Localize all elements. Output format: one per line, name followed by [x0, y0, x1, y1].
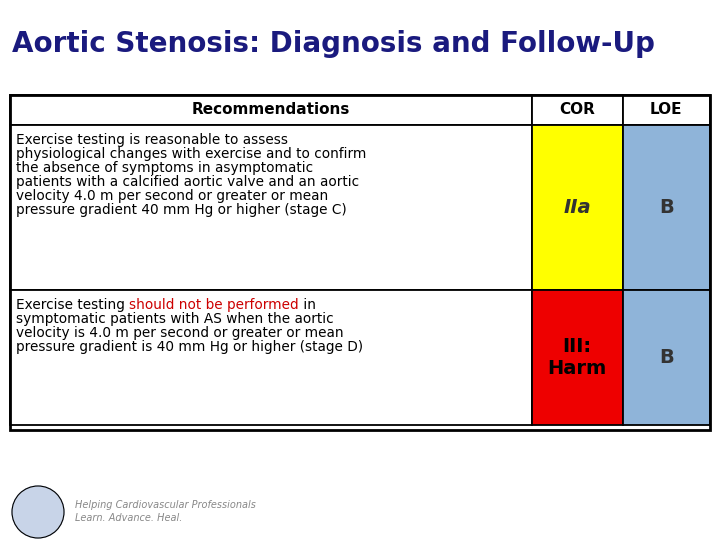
Text: Exercise testing is reasonable to assess: Exercise testing is reasonable to assess: [16, 133, 288, 147]
Text: pressure gradient 40 mm Hg or higher (stage C): pressure gradient 40 mm Hg or higher (st…: [16, 202, 347, 217]
Text: COR: COR: [559, 103, 595, 118]
Text: III:
Harm: III: Harm: [547, 337, 607, 378]
Bar: [10, 95, 531, 125]
Text: velocity is 4.0 m per second or greater or mean: velocity is 4.0 m per second or greater …: [16, 326, 343, 340]
Text: physiological changes with exercise and to confirm: physiological changes with exercise and …: [16, 147, 366, 161]
Text: patients with a calcified aortic valve and an aortic: patients with a calcified aortic valve a…: [16, 175, 359, 189]
Text: velocity 4.0 m per second or greater or mean: velocity 4.0 m per second or greater or …: [16, 188, 328, 202]
Text: Helping Cardiovascular Professionals: Helping Cardiovascular Professionals: [75, 500, 256, 510]
Bar: [531, 125, 623, 290]
Text: should not be performed: should not be performed: [130, 298, 299, 312]
Text: Exercise testing: Exercise testing: [16, 298, 130, 312]
Bar: [531, 95, 623, 125]
Bar: [10, 125, 531, 290]
Text: in: in: [299, 298, 316, 312]
Bar: [10, 95, 710, 430]
Text: LOE: LOE: [650, 103, 683, 118]
Bar: [623, 95, 710, 125]
Text: symptomatic patients with AS when the aortic: symptomatic patients with AS when the ao…: [16, 312, 333, 326]
Bar: [10, 290, 531, 425]
Text: Aortic Stenosis: Diagnosis and Follow-Up: Aortic Stenosis: Diagnosis and Follow-Up: [12, 30, 655, 58]
Text: Recommendations: Recommendations: [192, 103, 350, 118]
Text: IIa: IIa: [563, 198, 591, 217]
Bar: [623, 125, 710, 290]
Text: B: B: [659, 348, 674, 367]
Circle shape: [12, 486, 64, 538]
Text: B: B: [659, 198, 674, 217]
Text: Learn. Advance. Heal.: Learn. Advance. Heal.: [75, 513, 182, 523]
Text: pressure gradient is 40 mm Hg or higher (stage D): pressure gradient is 40 mm Hg or higher …: [16, 340, 363, 354]
Bar: [623, 290, 710, 425]
Bar: [531, 290, 623, 425]
Text: the absence of symptoms in asymptomatic: the absence of symptoms in asymptomatic: [16, 161, 313, 175]
